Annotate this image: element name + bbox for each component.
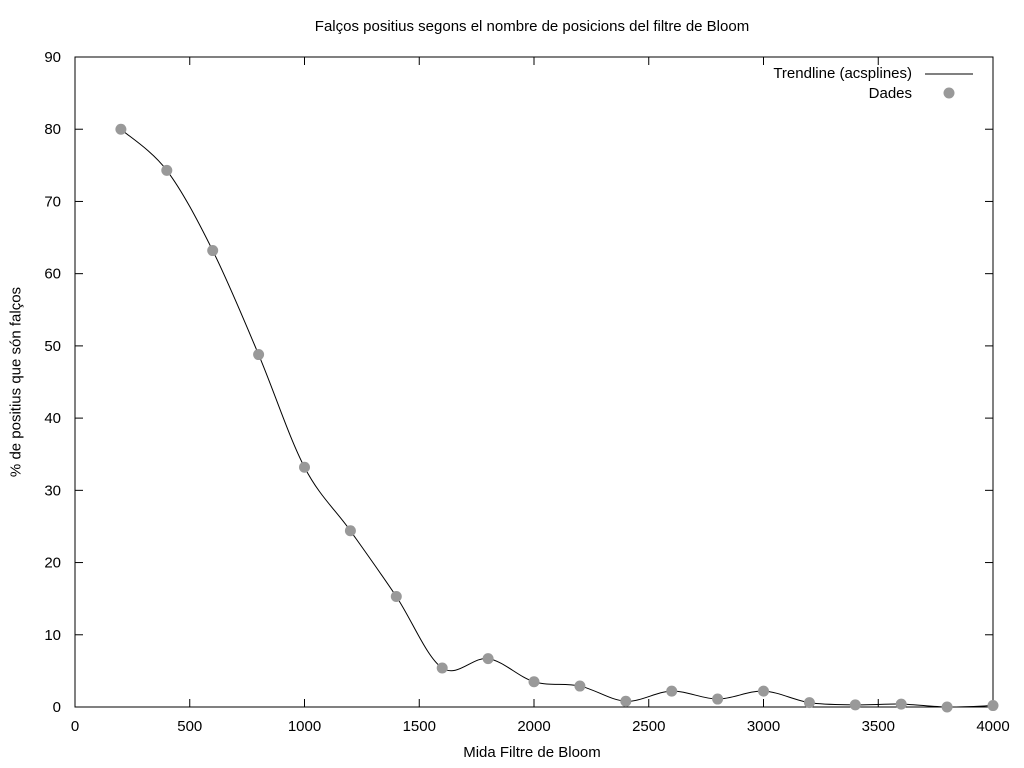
data-point (666, 685, 678, 697)
y-tick-label: 30 (44, 482, 61, 499)
y-tick-label: 0 (53, 699, 61, 716)
legend-label-dades: Dades (869, 85, 912, 102)
data-point (895, 698, 907, 710)
data-point (620, 695, 632, 707)
data-point (528, 676, 540, 688)
x-tick-label: 2500 (632, 718, 665, 735)
data-point (849, 699, 861, 711)
data-point (941, 701, 953, 713)
data-point (758, 685, 769, 697)
series-line-trendline (120, 128, 994, 708)
y-tick-label: 70 (44, 193, 61, 210)
y-tick-label: 90 (44, 49, 61, 66)
data-point (207, 245, 219, 257)
legend-swatch-dades (943, 87, 955, 99)
plot-frame (74, 56, 994, 708)
x-tick-label: 1500 (403, 718, 436, 735)
x-tick-label: 2000 (517, 718, 550, 735)
data-point (253, 349, 265, 361)
legend-label-trendline: Trendline (acsplines) (773, 65, 912, 82)
data-point (482, 653, 494, 665)
data-point (436, 662, 448, 674)
data-point (344, 525, 356, 537)
x-tick-label: 3000 (747, 718, 780, 735)
y-tick-label: 80 (44, 121, 61, 138)
y-tick-label: 50 (44, 338, 61, 355)
data-point (803, 697, 815, 709)
y-tick-label: 10 (44, 627, 61, 644)
data-point (390, 591, 402, 602)
x-axis-label: Mida Filtre de Bloom (463, 744, 601, 761)
data-point (574, 680, 586, 692)
y-tick-label: 60 (44, 266, 61, 283)
x-tick-label: 3500 (862, 718, 895, 735)
data-point (115, 123, 127, 135)
x-tick-label: 500 (177, 718, 202, 735)
x-tick-label: 4000 (976, 718, 1009, 735)
chart-title: Falços positius segons el nombre de posi… (314, 18, 750, 35)
x-tick-label: 0 (71, 718, 79, 735)
data-point (987, 700, 999, 712)
data-point (161, 164, 173, 176)
data-point (299, 461, 310, 473)
y-tick-label: 20 (44, 555, 61, 572)
y-tick-label: 40 (44, 410, 61, 427)
data-point (712, 693, 724, 705)
x-tick-label: 1000 (288, 718, 321, 735)
